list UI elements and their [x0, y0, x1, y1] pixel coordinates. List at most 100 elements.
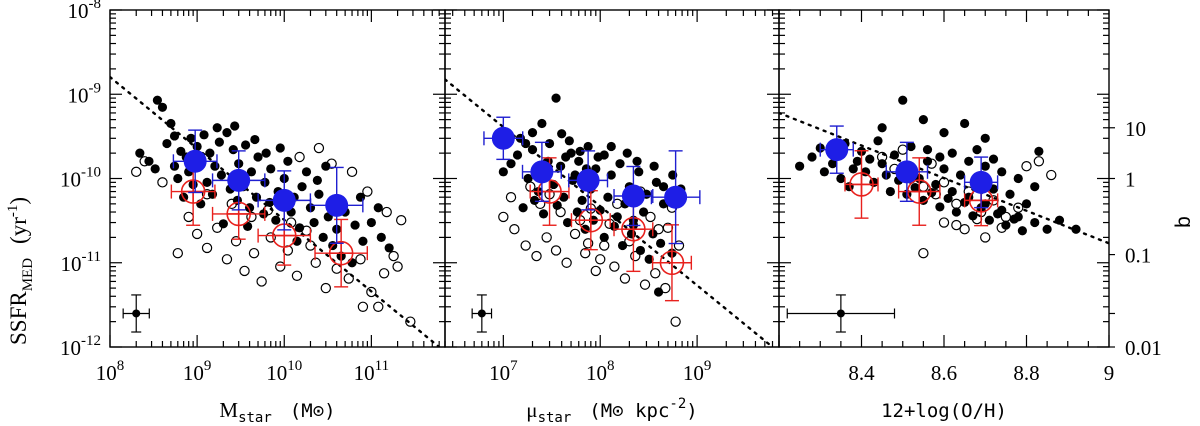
data-point-filled	[819, 167, 829, 177]
data-point-filled	[230, 121, 240, 131]
binned-point-blue	[227, 168, 251, 192]
data-point-filled	[898, 95, 908, 105]
data-point-filled	[297, 182, 307, 192]
y-ticks	[445, 9, 779, 348]
y-tick-label-base: 10	[68, 83, 89, 107]
x-ticks	[452, 10, 780, 347]
data-point-open	[183, 211, 194, 223]
y-tick-label-exp: -10	[81, 165, 101, 181]
data-point-filled	[216, 170, 227, 180]
binned-point-red	[328, 240, 354, 266]
binned-point-red	[659, 250, 685, 276]
data-point-open	[630, 250, 641, 262]
data-point-filled	[947, 148, 957, 158]
data-point-open	[938, 177, 950, 188]
data-point-filled	[523, 173, 533, 184]
data-point-open	[660, 282, 671, 294]
data-point-open	[980, 232, 991, 243]
data-point-open	[362, 186, 373, 197]
data-point-filled	[253, 152, 263, 162]
data-point-filled	[997, 167, 1007, 177]
data-point-open	[262, 205, 274, 216]
data-point-open	[172, 247, 183, 259]
y-tick-label: 10-8	[68, 0, 102, 23]
data-point-filled	[358, 236, 368, 246]
data-point-open	[926, 158, 937, 169]
data-point-filled	[350, 220, 360, 230]
x-tick-label-exp: 11	[375, 358, 389, 374]
data-point-filled	[564, 136, 574, 146]
data-point-filled	[635, 245, 646, 256]
data-point-open	[555, 206, 566, 218]
data-point-filled	[205, 148, 215, 158]
y-axis-label-unit: (yr	[6, 217, 31, 244]
data-point-filled	[988, 154, 999, 164]
data-point-open	[248, 247, 260, 259]
x-tick-label-exp: 10	[287, 358, 302, 374]
data-point-open	[357, 301, 369, 313]
right-axis-tick-label: 0.1	[1125, 244, 1151, 268]
data-point-filled	[873, 136, 883, 146]
data-point-filled	[384, 243, 394, 253]
data-point-open	[541, 232, 552, 243]
data-point-filled	[1021, 199, 1032, 209]
data-point-filled	[214, 137, 224, 147]
x-axis-label-sun: ⊙	[313, 400, 324, 422]
data-point-filled	[955, 170, 966, 180]
data-point-filled	[261, 148, 271, 158]
data-point-filled	[228, 145, 238, 155]
data-point-filled	[321, 161, 331, 171]
data-point-filled	[1030, 182, 1040, 192]
binned-point-blue	[325, 193, 349, 217]
binned-point-blue	[183, 149, 207, 173]
data-point-open	[505, 191, 517, 203]
data-point-filled	[644, 254, 654, 264]
data-point-filled	[135, 148, 145, 158]
x-tick-label: 8.8	[1013, 361, 1039, 385]
x-tick-label: 108	[96, 358, 125, 385]
binned-point-blue	[491, 126, 515, 150]
x-axis-label-unit: (M	[290, 400, 313, 422]
data-point-filled	[1013, 173, 1023, 184]
data-point-filled	[210, 161, 220, 171]
data-point-filled	[1042, 224, 1052, 234]
x-axis-label: 12+log(O/H)	[881, 400, 1007, 422]
y-tick-label-base: 10	[60, 168, 81, 192]
data-point-open	[326, 158, 337, 169]
x-axis-label-main: M	[219, 398, 238, 422]
y-tick-label: 10-11	[61, 249, 101, 276]
data-point-filled	[283, 156, 293, 166]
x-axis-label-unit-exp: -2	[669, 396, 686, 412]
svg-text:SSFRMED(yr-1): SSFRMED (yr-1)	[5, 197, 36, 345]
data-point-filled	[877, 123, 887, 133]
data-point-filled	[1071, 224, 1081, 234]
data-point-open	[595, 254, 606, 265]
data-point-filled	[984, 215, 994, 225]
data-point-filled	[1009, 214, 1019, 224]
data-point-filled	[836, 173, 846, 184]
data-point-open	[392, 261, 403, 272]
data-point-open	[246, 211, 257, 223]
data-point-filled	[656, 238, 666, 248]
data-point-open	[346, 166, 358, 178]
x-axis-label-unit-close: )	[324, 400, 335, 422]
data-point-open	[569, 228, 581, 240]
data-point-filled	[572, 207, 582, 217]
right-axis-tick-label: 1	[1125, 168, 1136, 192]
data-point-filled	[506, 159, 516, 169]
right-axis-tick-label: 0.01	[1125, 336, 1162, 360]
data-point-open	[405, 316, 416, 327]
y-tick-label-exp: -11	[82, 249, 101, 265]
data-point-filled	[622, 148, 632, 158]
data-point-filled	[538, 209, 549, 219]
x-axis-label: Mstar (M⊙)	[219, 398, 335, 426]
y-tick-label-exp: -12	[81, 333, 101, 349]
binned-point-blue	[530, 160, 554, 184]
binned-point-blue	[621, 184, 645, 208]
data-point-filled	[960, 118, 970, 129]
data-point-filled	[931, 179, 941, 190]
data-point-filled	[972, 145, 982, 155]
x-tick-label: 1011	[354, 358, 389, 385]
data-point-open	[1046, 169, 1057, 181]
data-point-filled	[943, 193, 953, 204]
